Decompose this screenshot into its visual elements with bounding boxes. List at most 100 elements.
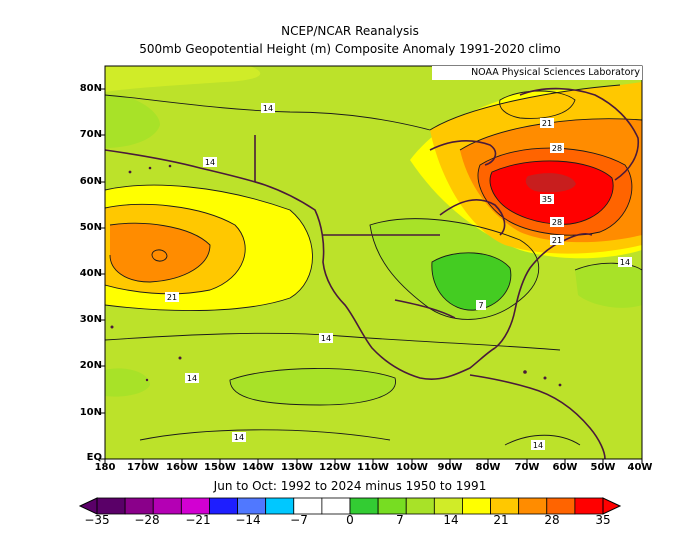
contour-label: 7 [476,300,486,310]
darkorange-zone-pacific [110,223,210,282]
colorbar-label: 7 [396,513,404,527]
contour-label: 28 [550,217,564,227]
contour-14-east [429,84,621,131]
colorbar-label: 21 [493,513,509,527]
colorbar-cell [124,497,154,515]
colorbar-cell [574,497,604,515]
contour-label: 14 [261,103,275,113]
contour-label: 35 [540,194,554,204]
contour-14-pacific [105,184,313,311]
lon-label: 60W [552,462,578,473]
title-line-2: 500mb Geopotential Height (m) Composite … [139,42,561,56]
credit-label: NOAA Physical Sciences Laboratory [432,66,642,80]
lon-label: 140W [242,462,274,473]
contour-label: 21 [540,118,554,128]
lon-label: 150W [204,462,236,473]
green-zone-atlantic [575,263,642,308]
contour-label: 14 [618,257,632,267]
lon-label: 80W [475,462,501,473]
contour-14-subtropic [105,332,561,351]
green-zone-nw [105,94,160,148]
lon-label: 110W [357,462,389,473]
lon-label: 170W [127,462,159,473]
green-zone-tropic [230,368,396,405]
coast-east-us [494,233,593,349]
colorbar-label: −14 [235,513,261,527]
colorbar-label: −35 [84,513,110,527]
contour-14-tropic [229,368,396,406]
colorbar-left-arrow [78,497,98,515]
svg-text:14: 14 [263,104,273,113]
contour-label: 14 [531,440,545,450]
coast-arctic-archipelago [429,140,497,166]
contour-21-pacific [105,203,246,295]
svg-text:14: 14 [533,441,543,450]
colorbar-label: 0 [346,513,354,527]
lon-label: 40W [627,462,653,473]
lon-label: 160W [166,462,198,473]
contour-label: 21 [165,292,179,302]
colorbar-cell [490,497,520,515]
lat-label: 30N [79,314,102,325]
darkred-core [525,173,576,193]
contour-14-us [369,218,540,320]
lat-label: 20N [79,360,102,371]
coast-hudson-bay [439,199,506,236]
lat-label: 50N [79,222,102,233]
axis-ticks [100,88,643,464]
svg-text:14: 14 [321,334,331,343]
colorbar-cell [180,497,210,515]
coast-south-america [469,374,606,459]
svg-text:7: 7 [478,301,483,310]
svg-text:14: 14 [187,374,197,383]
yellow-fringe-n [105,66,261,92]
lon-label: 100W [396,462,428,473]
colorbar-cell [293,497,323,515]
colorbar-label: 28 [544,513,560,527]
contour-label: 14 [203,157,217,167]
lon-label: 90W [437,462,463,473]
red-zone-east [490,160,614,225]
colorbar-cell [518,497,548,515]
map-fill [105,66,642,459]
lat-label: 60N [79,176,102,187]
colorbar-label: −28 [134,513,160,527]
lat-label: 40N [79,268,102,279]
contour-14-north [105,94,431,131]
colorbar-cell [546,497,576,515]
colorbar-cell [265,497,295,515]
colorbar-cell [405,497,435,515]
colorbar-cell [237,497,267,515]
coast-greenland [519,87,640,181]
colorbar-cell [152,497,182,515]
colorbar-cells [96,497,604,515]
lon-label: 180 [94,462,116,473]
border-us-mexico [394,299,456,319]
colorbar-label: −7 [290,513,308,527]
title-line-1: NCEP/NCAR Reanalysis [281,24,419,38]
lat-label: 10N [79,407,102,418]
colorbar-cell [377,497,407,515]
coast-west-america [105,149,496,380]
contour-label: 14 [319,333,333,343]
green-zone-sw [105,368,150,397]
contour-label: 14 [232,432,246,442]
contour-7-us [431,252,512,311]
contour-label: 21 [550,235,564,245]
contour-14-samerica [504,434,581,446]
svg-text:21: 21 [167,293,177,302]
colorbar-label: 35 [595,513,611,527]
lon-label: 70W [514,462,540,473]
period-caption: Jun to Oct: 1992 to 2024 minus 1950 to 1… [213,479,487,493]
svg-text:14: 14 [620,258,630,267]
lat-label: EQ [86,452,102,463]
contour-35-east [489,160,614,225]
colorbar-cell [96,497,126,515]
colorbar-cell [209,497,238,515]
lon-label: 130W [281,462,313,473]
lat-label: 80N [79,83,102,94]
contour-35-pacific [151,249,168,262]
svg-text:21: 21 [542,119,552,128]
